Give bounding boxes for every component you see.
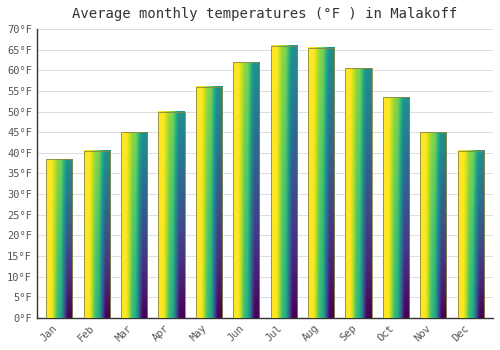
- Bar: [233, 62, 260, 318]
- Bar: [382, 97, 409, 318]
- Bar: [196, 87, 222, 318]
- Bar: [420, 132, 446, 318]
- Bar: [121, 132, 147, 318]
- Bar: [158, 112, 184, 318]
- Bar: [308, 48, 334, 318]
- Bar: [458, 151, 483, 318]
- Title: Average monthly temperatures (°F ) in Malakoff: Average monthly temperatures (°F ) in Ma…: [72, 7, 458, 21]
- Bar: [270, 46, 296, 318]
- Bar: [346, 68, 372, 318]
- Bar: [84, 151, 110, 318]
- Bar: [46, 159, 72, 318]
